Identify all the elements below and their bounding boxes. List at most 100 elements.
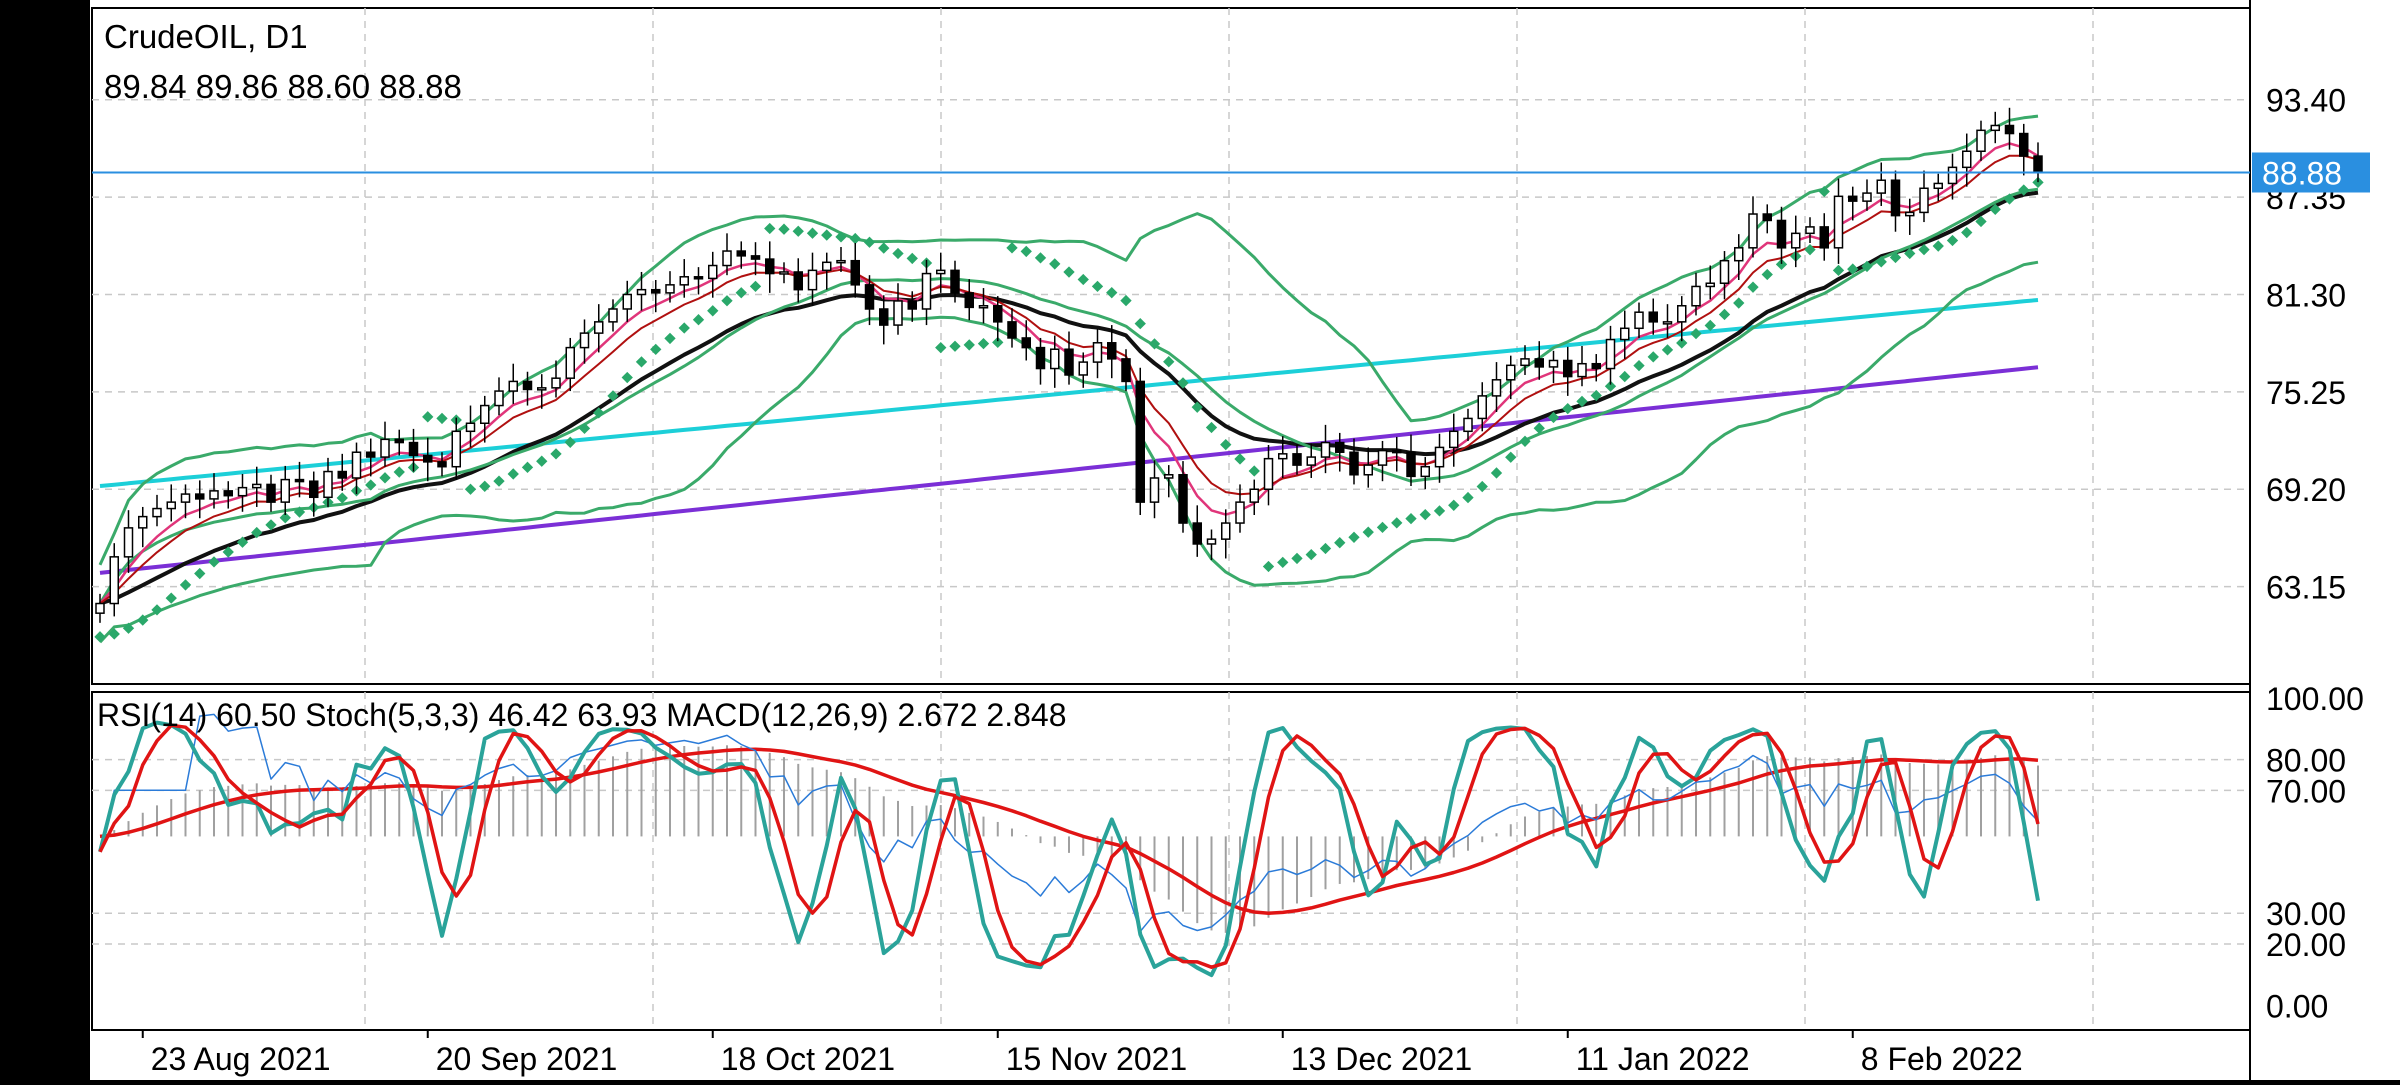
sar-dot [1348,531,1360,543]
sar-dot [578,422,591,435]
candle-body [1192,522,1202,545]
sar-dot [279,512,291,524]
sar-dot [1562,402,1574,415]
bollinger-upper-band [98,114,2039,566]
candle-body [1306,456,1316,466]
candle-body [1092,342,1103,363]
price-axis-tick: 69.20 [2266,472,2346,508]
sar-dot [1875,256,1887,268]
sar-dot [1590,389,1602,402]
ohlc-label: 89.84 89.86 88.60 88.88 [104,68,462,105]
candle-body [95,602,105,614]
sar-dot [1448,499,1460,511]
candle-body [1235,501,1245,524]
indicator-panel-layer [98,713,2040,978]
sar-dot [1134,317,1146,330]
candle-body [1620,327,1630,341]
sar-dot [393,466,405,478]
candle-body [351,451,362,479]
sar-dot [365,479,377,491]
candle-body [950,269,960,294]
candle-body [1990,124,2000,132]
sar-dot [735,287,747,299]
sar-dot [137,614,149,626]
sar-dot [778,223,790,235]
price-axis-tick: 75.25 [2266,375,2346,411]
candle-body [565,346,575,379]
candle-body [1748,213,1758,249]
candle-body [1605,338,1616,370]
candle-body [1449,430,1459,449]
date-axis-tick: 11 Jan 2022 [1576,1041,1750,1077]
sar-dot [1847,263,1859,275]
candle-body [1035,346,1046,370]
sar-dot [1633,359,1645,372]
candle-body [622,293,632,310]
candle-body [1491,379,1502,397]
candle-body [1292,453,1302,466]
sar-dot [1547,411,1560,424]
sar-dot [1163,356,1175,368]
price-axis-tick: 81.30 [2266,277,2346,313]
candle-body [1206,538,1217,545]
candle-body [551,377,561,389]
sar-dot [1690,327,1702,340]
sar-dot [1034,252,1047,264]
sar-dot [678,322,690,334]
candle-body [736,250,746,257]
candle-body [964,292,974,309]
sar-dot [1362,526,1374,538]
candle-body [394,438,404,444]
rsi-line [99,713,2039,933]
candle-body [1819,226,1829,249]
candle-body [1135,380,1145,503]
candle-body [779,271,789,275]
sar-dot [1462,491,1474,504]
sar-dot [1419,508,1431,521]
last-price-tag [2252,152,2370,193]
candle-body [1791,232,1801,249]
sar-dot [165,592,177,604]
candle-body [1377,449,1388,466]
candle-body [494,390,504,407]
sar-dot [764,222,776,235]
candle-body [1662,321,1673,325]
candle-body [1905,211,1915,217]
sar-dot [1120,294,1132,307]
sar-dot [1077,273,1089,286]
candle-body [2033,155,2043,174]
candle-body [380,438,390,458]
candle-body [793,271,803,291]
candle-body [266,483,276,503]
indicator-axis-tick: 20.00 [2266,927,2346,963]
candle-body [594,321,604,334]
sar-dot [151,604,163,616]
sar-dot [992,336,1004,349]
sar-dot [1063,266,1075,278]
candle-body [180,493,191,503]
sar-dot [1647,351,1659,363]
ma-long-line [99,365,2039,575]
sar-dot [265,519,277,531]
candle-body [323,470,333,499]
candle-body [166,501,176,510]
sar-dot [1576,395,1588,408]
candle-body [864,284,875,310]
candle-body [850,259,860,286]
candle-body [1392,449,1402,454]
sar-dot [806,227,819,239]
macd-signal-line [99,747,2039,915]
candle-body [209,490,219,500]
candle-body [366,451,376,458]
candle-body [465,422,476,433]
candle-body [1164,474,1174,479]
chart-background [90,0,2400,1080]
sar-dot [1291,552,1303,565]
last-price-tag-text: 88.88 [2262,155,2342,191]
main-panel-layer [92,107,2250,644]
sar-dot [208,556,220,568]
sar-dot [1376,521,1389,534]
symbol-label: CrudeOIL, D1 [104,18,308,55]
candle-body [1107,342,1117,360]
